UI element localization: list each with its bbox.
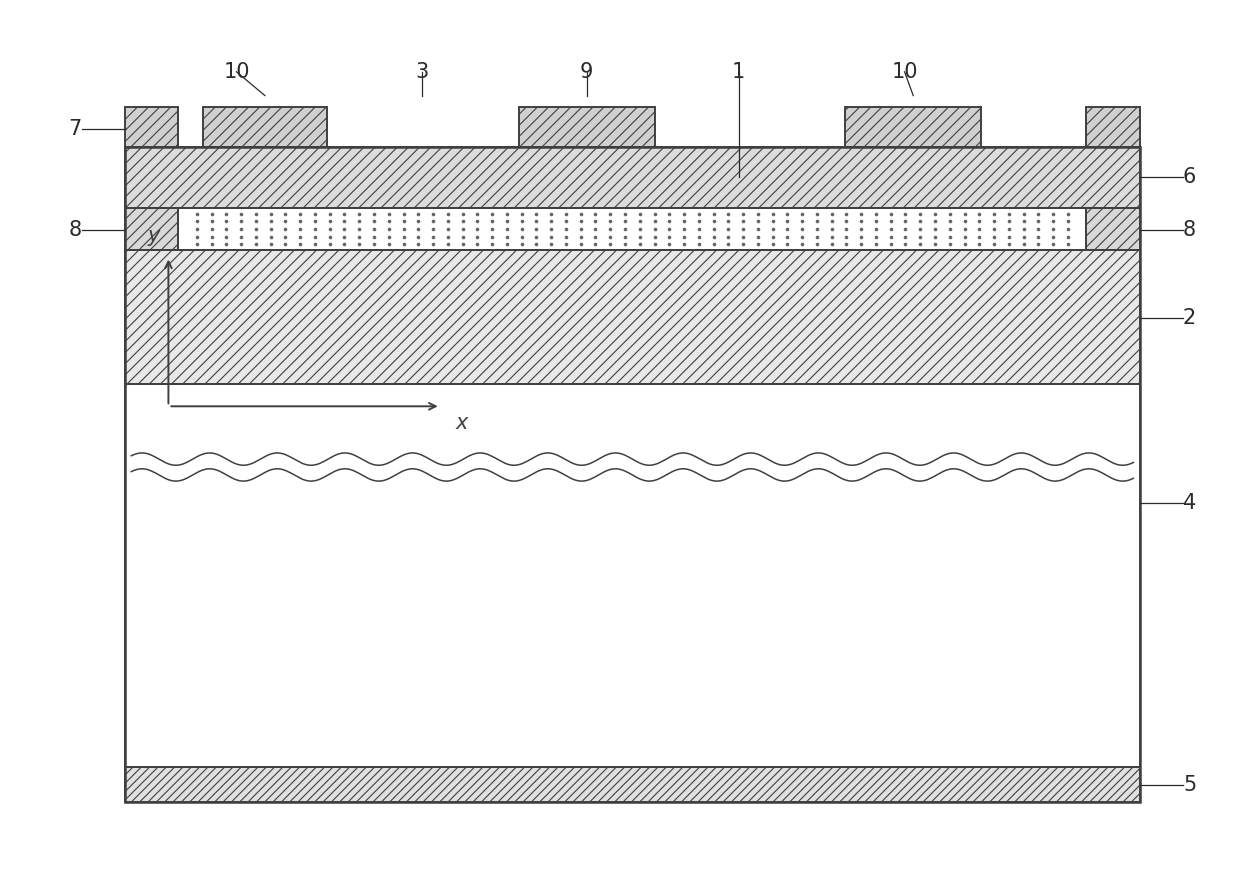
Text: 1: 1 xyxy=(732,62,745,82)
Text: 8: 8 xyxy=(68,220,82,240)
Bar xyxy=(125,147,1140,208)
Text: y: y xyxy=(148,226,160,246)
Bar xyxy=(1086,208,1140,250)
Text: 6: 6 xyxy=(1183,168,1197,187)
Text: 10: 10 xyxy=(892,62,918,82)
Bar xyxy=(125,767,1140,803)
Bar xyxy=(1086,107,1140,147)
Bar xyxy=(125,250,1140,384)
Text: 4: 4 xyxy=(1183,493,1197,513)
Bar xyxy=(203,107,327,147)
Bar xyxy=(125,147,1140,803)
Bar xyxy=(125,107,179,147)
Bar xyxy=(846,107,981,147)
Text: 8: 8 xyxy=(1183,220,1197,240)
Text: 7: 7 xyxy=(68,119,82,139)
Bar xyxy=(125,208,179,250)
Bar xyxy=(179,208,1086,250)
Text: 9: 9 xyxy=(580,62,593,82)
Text: 5: 5 xyxy=(1183,774,1197,795)
Bar xyxy=(518,107,655,147)
Text: 10: 10 xyxy=(223,62,249,82)
Bar xyxy=(125,208,1140,250)
Text: 3: 3 xyxy=(415,62,429,82)
Text: 2: 2 xyxy=(1183,308,1197,328)
Bar xyxy=(125,384,1140,767)
Text: x: x xyxy=(455,413,467,434)
